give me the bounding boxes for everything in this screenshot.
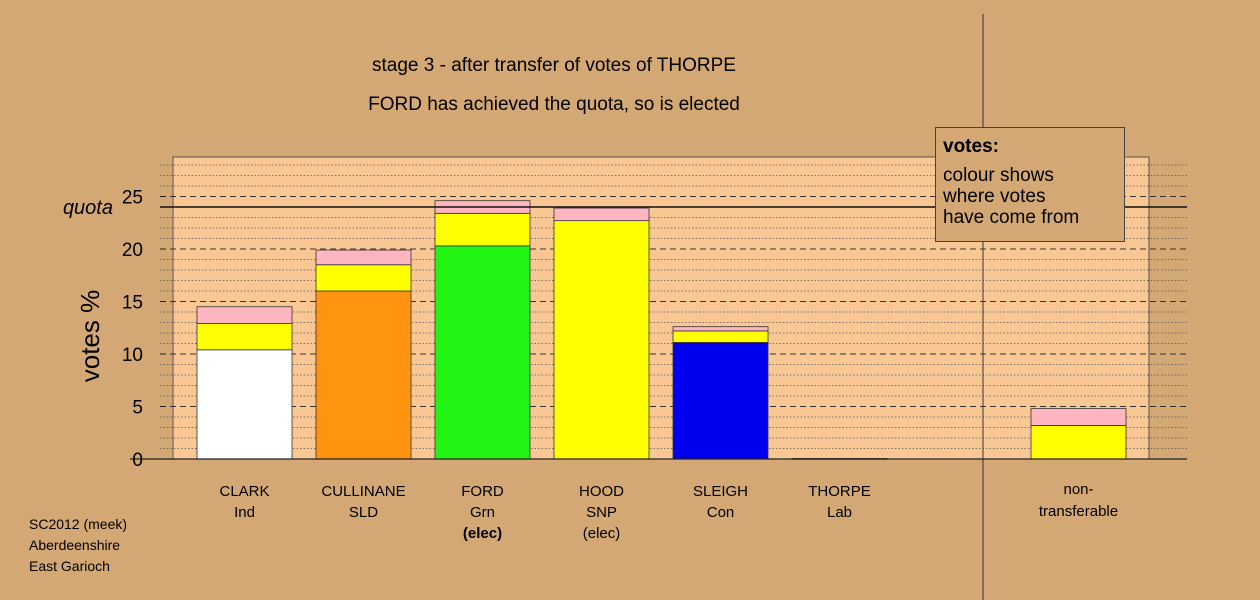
y-tick-label: 20 (122, 240, 143, 261)
chart-title: stage 3 - after transfer of votes of THO… (372, 55, 736, 76)
category-party-label: Ind (234, 504, 255, 521)
y-tick-label: 0 (132, 450, 143, 471)
category-party-label: SLD (349, 504, 378, 521)
bar-segment (553, 207, 650, 222)
y-tick-label: 15 (122, 293, 143, 314)
nontransferable-label-line1: non- (1063, 481, 1093, 498)
y-tick-label: 10 (122, 345, 143, 366)
nontransferable-label-line2: transferable (1039, 503, 1118, 520)
footer-council: Aberdeenshire (29, 537, 121, 553)
legend-heading: votes: (943, 136, 999, 157)
category-name-label: CLARK (219, 483, 269, 500)
footer: SC2012 (meek) Aberdeenshire East Garioch (29, 514, 127, 577)
bar-segment (434, 212, 531, 247)
footer-method: SC2012 (meek) (29, 516, 128, 532)
bar-segment (196, 349, 293, 460)
category-party-label: SNP (586, 504, 617, 521)
quota-label: quota (63, 197, 113, 219)
category-party-label: Con (707, 504, 735, 521)
category-party-label: Grn (470, 504, 495, 521)
bar-segment (315, 290, 412, 460)
category-name-label: HOOD (579, 483, 624, 500)
bar-segment (672, 342, 769, 460)
nontransferable-segment (1030, 424, 1127, 460)
category-name-label: CULLINANE (321, 483, 405, 500)
bar-segment (672, 330, 769, 343)
bar-segment (315, 264, 412, 292)
nontransferable-segment (1030, 408, 1127, 426)
bar-segment (434, 245, 531, 460)
footer-ward: East Garioch (29, 558, 110, 574)
category-name-label: THORPE (808, 483, 871, 500)
bar-segment (553, 220, 650, 460)
category-name-label: SLEIGH (693, 483, 748, 500)
chart-subtitle: FORD has achieved the quota, so is elect… (368, 94, 740, 115)
category-status-label: (elec) (463, 525, 502, 542)
y-axis-label: votes % (75, 290, 105, 383)
legend: votes: colour shows where votes have come … (935, 127, 1125, 242)
bar-segment (196, 306, 293, 324)
category-name-label: FORD (461, 483, 504, 500)
category-status-label: (elec) (583, 525, 621, 542)
bar-segment (315, 249, 412, 266)
y-tick-label: 25 (122, 188, 143, 209)
legend-text: colour shows where votes have come from (943, 165, 1080, 228)
y-tick-label: 5 (132, 398, 143, 419)
category-party-label: Lab (827, 504, 852, 521)
bar-segment (672, 326, 769, 332)
bar-segment (196, 323, 293, 351)
